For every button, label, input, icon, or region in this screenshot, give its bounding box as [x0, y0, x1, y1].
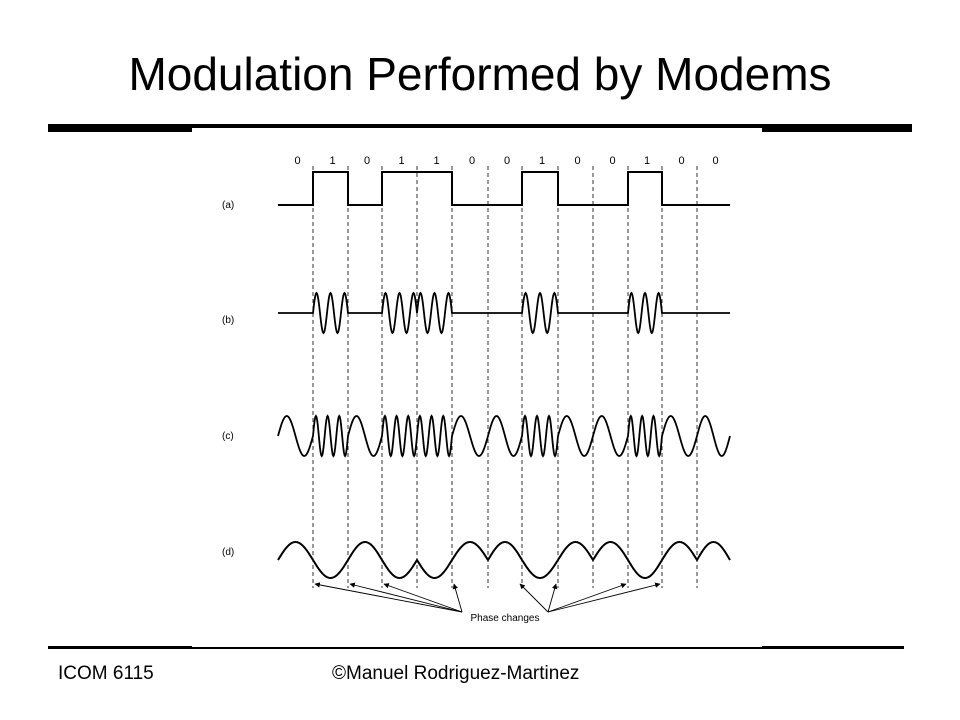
phase-change-arrow: [314, 582, 463, 613]
phase-change-arrow: [452, 583, 463, 613]
row-label: (a): [222, 200, 234, 211]
phase-change-arrow: [519, 583, 549, 613]
row-label: (d): [222, 547, 234, 558]
bottom-rule-left: [48, 646, 192, 649]
row-label: (c): [222, 431, 234, 442]
phase-change-arrow: [547, 582, 661, 613]
bit-labels: 0 1 0 1 1 0 0 1 0 0 1 0 0: [294, 155, 718, 167]
row-label: (b): [222, 315, 234, 326]
footer-copyright: ©Manuel Rodriguez-Martinez: [332, 663, 580, 684]
top-rule-center: [192, 124, 762, 128]
bit-label: 1: [398, 155, 404, 167]
bit-label: 0: [469, 155, 475, 167]
phase-change-arrow: [547, 583, 627, 613]
row-labels: (a) (b) (c) (d): [222, 200, 234, 558]
bit-label: 0: [609, 155, 615, 167]
bit-label: 0: [712, 155, 718, 167]
slide-title: Modulation Performed by Modems: [128, 48, 832, 100]
phase-change-arrow: [383, 583, 463, 613]
bottom-rule-right: [762, 646, 904, 649]
bit-label: 1: [539, 155, 545, 167]
phase-change-arrows: [314, 582, 661, 613]
bit-label: 0: [574, 155, 580, 167]
phase-change-arrow: [547, 583, 558, 613]
bit-label: 1: [329, 155, 335, 167]
bit-label: 0: [504, 155, 510, 167]
bit-label: 0: [364, 155, 370, 167]
footer-course: ICOM 6115: [58, 663, 154, 684]
phase-changes-label: Phase changes: [471, 613, 540, 624]
binary-signal-wave: [278, 171, 730, 206]
bottom-rule-center: [192, 647, 762, 649]
bit-label: 0: [678, 155, 684, 167]
amplitude-modulation-wave: [278, 291, 730, 335]
top-rule-right: [762, 124, 912, 132]
top-rule-left: [48, 124, 192, 132]
bit-boundary-lines: [312, 166, 698, 588]
bit-label: 0: [294, 155, 300, 167]
frequency-modulation-wave: [277, 414, 731, 458]
bit-label: 1: [644, 155, 650, 167]
phase-change-arrow: [349, 582, 463, 613]
phase-modulation-wave: [277, 540, 731, 580]
bit-label: 1: [433, 155, 439, 167]
